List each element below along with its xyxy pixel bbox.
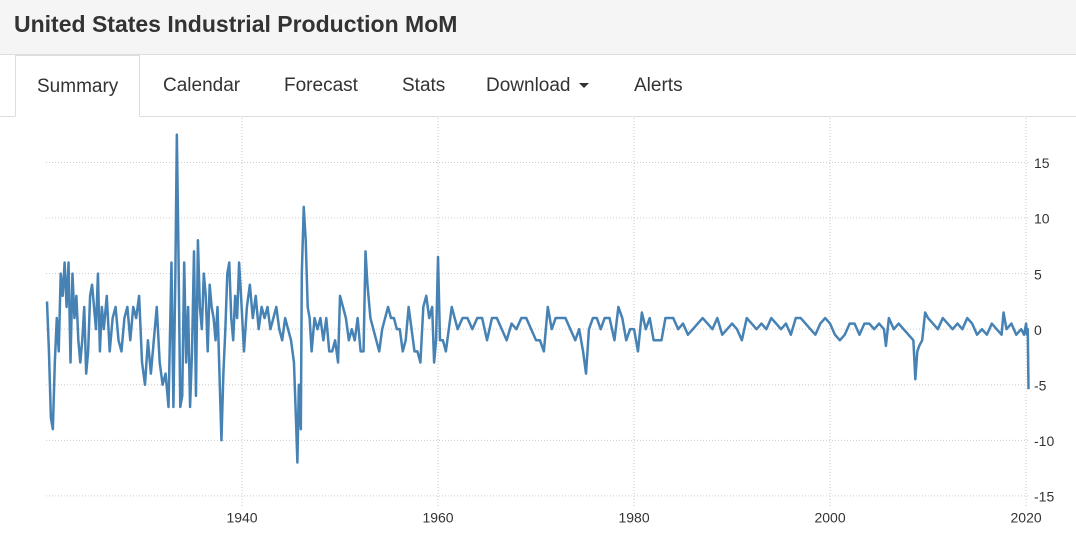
y-tick-label: -10 (1034, 433, 1054, 449)
tab-bar: Summary Calendar Forecast Stats Download Aler… (0, 55, 1076, 117)
y-tick-label: 10 (1034, 211, 1050, 227)
x-tick-label: 1940 (226, 510, 257, 526)
tab[interactable]: Summary (15, 55, 141, 117)
y-tick-label: -5 (1034, 377, 1047, 393)
tab[interactable]: Calendar (142, 55, 261, 116)
y-tick-label: 5 (1034, 266, 1042, 282)
tab[interactable]: Alerts (613, 55, 704, 116)
tab-label: Stats (402, 75, 446, 96)
tab-label: Calendar (163, 75, 241, 96)
x-tick-label: 1960 (422, 510, 453, 526)
tab[interactable]: Forecast (263, 55, 379, 116)
tab[interactable]: Stats (381, 55, 466, 116)
x-tick-label: 2020 (1011, 510, 1042, 526)
tab[interactable]: Download (465, 55, 610, 116)
tab-label: Alerts (634, 75, 683, 96)
y-tick-label: 0 (1034, 322, 1042, 338)
tab-label: Forecast (284, 75, 358, 96)
tab-label: Download (486, 75, 571, 96)
page-title: United States Industrial Production MoM (14, 11, 458, 37)
y-tick-label: -15 (1034, 489, 1054, 505)
data-line (45, 133, 1030, 464)
y-tick-label: 15 (1034, 155, 1050, 171)
tab-label: Summary (37, 76, 119, 97)
header: United States Industrial Production MoM (0, 0, 1076, 55)
x-tick-label: 2000 (814, 510, 845, 526)
dropdown-caret (578, 83, 589, 89)
x-tick-label: 1980 (618, 510, 649, 526)
